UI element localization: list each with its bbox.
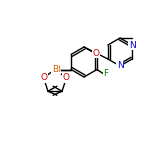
Text: F: F	[103, 69, 109, 78]
Text: B: B	[54, 65, 60, 74]
Text: O: O	[63, 73, 70, 82]
Text: B: B	[52, 65, 58, 74]
Text: N: N	[117, 62, 123, 71]
Text: O: O	[92, 48, 99, 57]
Text: N: N	[129, 40, 135, 50]
Text: O: O	[40, 73, 47, 82]
